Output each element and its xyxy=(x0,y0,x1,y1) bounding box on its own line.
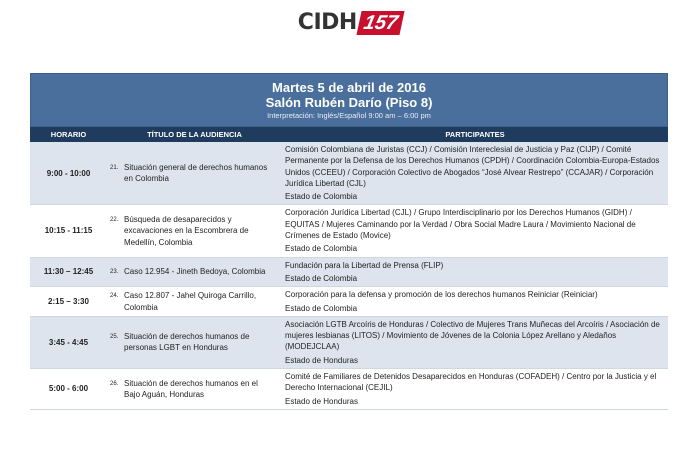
hearing-number: 25. xyxy=(110,334,119,341)
schedule-banner: Martes 5 de abril de 2016 Salón Rubén Da… xyxy=(30,73,668,127)
schedule-date: Martes 5 de abril de 2016 xyxy=(272,80,426,95)
table-row: 9:00 - 10:00 21. Situación general de der… xyxy=(30,142,668,206)
table-header-row: HORARIO TÍTULO DE LA AUDIENCIA PARTICIPA… xyxy=(30,127,668,142)
hearings-table: HORARIO TÍTULO DE LA AUDIENCIA PARTICIPA… xyxy=(30,127,668,410)
participant-state: Estado de Colombia xyxy=(285,273,358,283)
header-title: TÍTULO DE LA AUDIENCIA xyxy=(107,127,282,142)
hearing-title-cell: 22. Búsqueda de desaparecidos y excavacio… xyxy=(107,204,282,258)
hearing-time: 11:30 – 12:45 xyxy=(30,257,107,288)
table-row: 3:45 - 4:45 25. Situación de derechos hum… xyxy=(30,316,668,370)
schedule-sheet: Martes 5 de abril de 2016 Salón Rubén Da… xyxy=(30,73,668,410)
hearing-participants: Corporación para la defensa y promoción … xyxy=(282,286,668,317)
hearing-title-cell: 26. Situación de derechos humanos en el B… xyxy=(107,368,282,410)
hearing-title-cell: 23. Caso 12.954 - Jineth Bedoya, Colombia xyxy=(107,257,282,288)
participant-organizations: Asociación LGTB Arcoíris de Honduras / C… xyxy=(285,319,660,352)
hearing-time: 5:00 - 6:00 xyxy=(30,368,107,410)
cidh-logo: CIDH 157 xyxy=(0,10,700,40)
interpretation-note: Interpretación: Inglés/Español 9:00 am –… xyxy=(267,111,431,120)
hearing-title-cell: 25. Situación de derechos humanos de pers… xyxy=(107,316,282,370)
hearing-title-cell: 24. Caso 12.807 - Jahel Quiroga Carrillo,… xyxy=(107,286,282,317)
participant-organizations: Corporación para la defensa y promoción … xyxy=(285,290,598,300)
hearing-number: 24. xyxy=(110,293,119,300)
hearing-participants: Asociación LGTB Arcoíris de Honduras / C… xyxy=(282,316,668,370)
participant-organizations: Fundación para la Libertad de Prensa (FL… xyxy=(285,260,444,270)
hearing-number: 26. xyxy=(110,380,119,387)
participant-state: Estado de Colombia xyxy=(285,303,358,313)
hearing-title: Situación de derechos humanos en el Bajo… xyxy=(124,378,258,399)
hearing-participants: Comisión Colombiana de Juristas (CCJ) / … xyxy=(282,142,668,206)
hearing-number: 22. xyxy=(110,217,119,224)
hearing-title-cell: 21. Situación general de derechos humanos… xyxy=(107,142,282,206)
header-time: HORARIO xyxy=(30,127,107,142)
table-row: 2:15 – 3:30 24. Caso 12.807 - Jahel Quiro… xyxy=(30,286,668,317)
hearing-number: 23. xyxy=(110,268,119,275)
hearing-time: 10:15 - 11:15 xyxy=(30,204,107,258)
table-row: 5:00 - 6:00 26. Situación de derechos hum… xyxy=(30,368,668,410)
hearing-title: Situación general de derechos humanos en… xyxy=(124,162,268,184)
participant-organizations: Comité de Familiares de Detenidos Desapa… xyxy=(285,372,657,393)
hearing-participants: Corporación Jurídica Libertad (CJL) / Gr… xyxy=(282,204,668,258)
hearing-participants: Fundación para la Libertad de Prensa (FL… xyxy=(282,257,668,288)
hearing-number: 21. xyxy=(110,164,119,171)
hearing-title: Situación de derechos humanos de persona… xyxy=(124,332,250,353)
participant-state: Estado de Honduras xyxy=(285,355,358,365)
hearings-body: 9:00 - 10:00 21. Situación general de der… xyxy=(30,142,668,410)
participant-state: Estado de Colombia xyxy=(285,244,358,254)
participant-organizations: Corporación Jurídica Libertad (CJL) / Gr… xyxy=(285,208,636,241)
hearing-participants: Comité de Familiares de Detenidos Desapa… xyxy=(282,368,668,410)
hearing-title: Caso 12.954 - Jineth Bedoya, Colombia xyxy=(124,266,266,276)
table-row: 10:15 - 11:15 22. Búsqueda de desaparecid… xyxy=(30,204,668,258)
participant-state: Estado de Honduras xyxy=(285,396,358,406)
logo-text: CIDH xyxy=(297,10,358,35)
table-row: 11:30 – 12:45 23. Caso 12.954 - Jineth Be… xyxy=(30,257,668,288)
participant-organizations: Comisión Colombiana de Juristas (CCJ) / … xyxy=(285,145,660,188)
hearing-title: Búsqueda de desaparecidos y excavaciones… xyxy=(124,215,249,247)
participant-state: Estado de Colombia xyxy=(285,192,358,202)
hearing-time: 3:45 - 4:45 xyxy=(30,316,107,370)
logo-session-number: 157 xyxy=(356,11,405,35)
hearing-time: 2:15 – 3:30 xyxy=(30,286,107,317)
schedule-room: Salón Rubén Darío (Piso 8) xyxy=(265,95,433,110)
hearing-time: 9:00 - 10:00 xyxy=(30,142,107,206)
header-participants: PARTICIPANTES xyxy=(282,127,668,142)
hearing-title: Caso 12.807 - Jahel Quiroga Carrillo, Co… xyxy=(124,291,257,312)
